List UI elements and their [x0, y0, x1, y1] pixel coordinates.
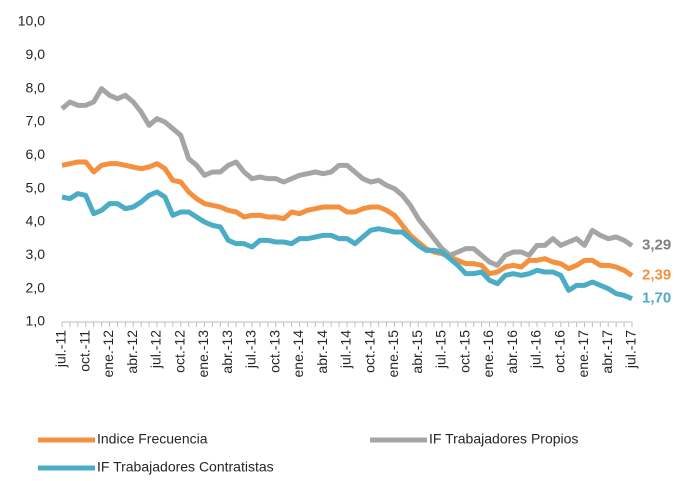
x-tick-label: oct.-13 [266, 330, 282, 373]
x-tick-label: ene.-17 [575, 330, 591, 378]
x-tick-label: jul.-11 [53, 330, 69, 368]
x-tick-label: oct.-12 [171, 330, 187, 373]
y-tick-label: 7,0 [26, 113, 46, 129]
x-tick-label: ene.-15 [385, 330, 401, 378]
series-line [61, 159, 634, 278]
series-line [61, 189, 633, 301]
x-tick-label: ene.-12 [100, 330, 116, 378]
y-tick-label: 4,0 [26, 213, 46, 229]
y-tick-label: 5,0 [26, 179, 46, 195]
y-tick-label: 9,0 [26, 46, 46, 62]
x-tick-label: oct.-11 [76, 330, 92, 372]
x-tick-label: jul.-12 [148, 330, 164, 369]
x-tick-label: ene.-13 [195, 330, 211, 378]
x-tick-label: jul.-17 [623, 330, 639, 369]
y-tick-label: 10,0 [18, 13, 45, 29]
x-tick-label: ene.-16 [480, 330, 496, 378]
x-tick-label: ene.-14 [290, 330, 306, 378]
y-tick-label: 3,0 [26, 246, 46, 262]
legend-label: Indice Frecuencia [97, 431, 208, 447]
x-tick-label: abr.-12 [124, 330, 140, 374]
data-label: 2,39 [642, 267, 671, 284]
x-tick-label: abr.-15 [409, 330, 425, 374]
x-tick-label: abr.-17 [599, 330, 615, 374]
x-tick-label: abr.-13 [219, 330, 235, 374]
x-tick-label: jul.-16 [528, 330, 544, 369]
x-tick-label: abr.-14 [314, 330, 330, 374]
x-tick-label: oct.-14 [361, 330, 377, 373]
data-label: 1,70 [642, 290, 671, 307]
y-tick-label: 1,0 [26, 313, 46, 329]
x-tick-label: jul.-14 [338, 330, 354, 369]
data-label: 3,29 [642, 237, 671, 254]
x-tick-label: abr.-16 [504, 330, 520, 374]
x-tick-label: jul.-13 [243, 330, 259, 369]
y-tick-label: 8,0 [26, 79, 46, 95]
x-tick-label: jul.-15 [433, 330, 449, 369]
x-tick-label: oct.-16 [551, 330, 567, 373]
y-tick-label: 2,0 [26, 279, 46, 295]
legend-label: IF Trabajadores Propios [429, 431, 578, 447]
series-line [60, 86, 634, 268]
x-tick-label: oct.-15 [456, 330, 472, 373]
y-tick-label: 6,0 [26, 146, 46, 162]
legend-label: IF Trabajadores Contratistas [97, 459, 274, 475]
